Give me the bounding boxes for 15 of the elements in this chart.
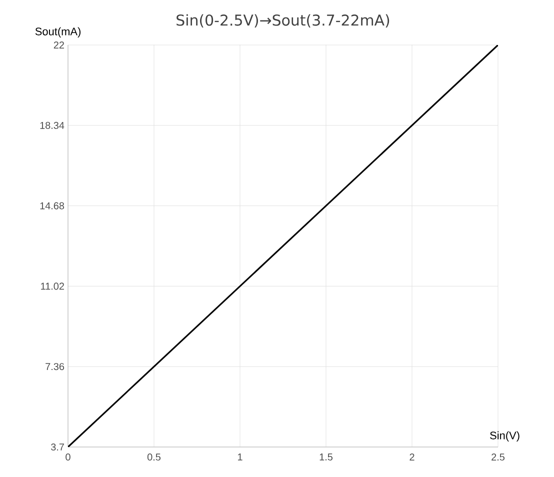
y-tick-label: 22 xyxy=(54,42,64,48)
y-axis-title: Sout(mA) xyxy=(35,27,80,38)
x-tick-label: 2 xyxy=(410,454,414,460)
x-tick-label: 0 xyxy=(66,454,70,461)
x-tick-label: 0.5 xyxy=(147,454,161,461)
y-tick-label: 7.36 xyxy=(46,363,64,370)
y-tick-label: 3.7 xyxy=(51,443,64,451)
x-tick-label: 1.5 xyxy=(320,454,333,460)
chart-title: Sin(0-2.5V)→Sout(3.7-22mA) xyxy=(176,14,390,28)
x-tick-label: 1 xyxy=(238,454,242,460)
x-tick-label: 2.5 xyxy=(492,454,505,461)
y-tick-label: 18.34 xyxy=(40,122,64,129)
x-axis-title: Sin(V) xyxy=(490,431,520,442)
y-tick-label: 11.02 xyxy=(41,282,64,290)
y-tick-label: 14.68 xyxy=(40,202,64,210)
